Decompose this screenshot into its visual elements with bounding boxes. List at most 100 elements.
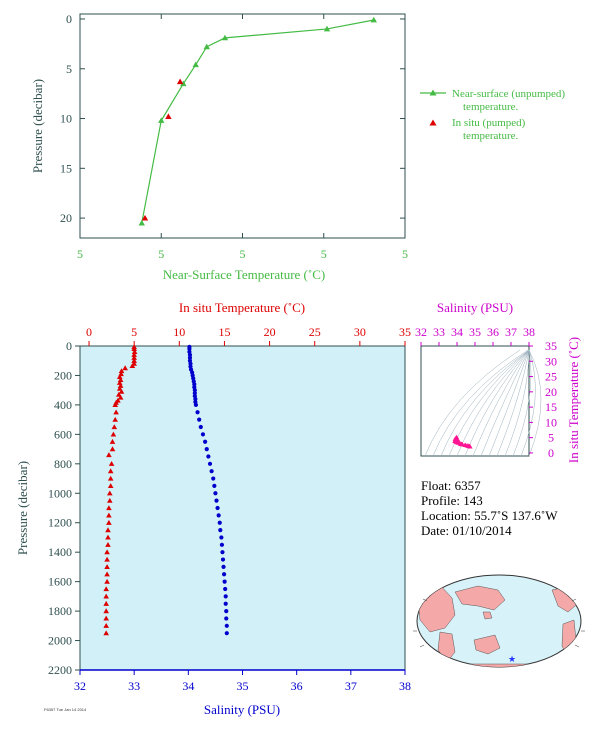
- temperature-point: [103, 608, 109, 614]
- density-contour: [472, 349, 530, 457]
- pressure-ytick-label: 800: [54, 457, 72, 471]
- unpumped-temperature-point: [180, 80, 187, 87]
- ts-point: [458, 441, 465, 447]
- file-stamp: F6357 Tue Jan 14 2014: [44, 707, 87, 712]
- temperature-point: [106, 505, 112, 511]
- temperature-xtick-label: 0: [86, 325, 92, 339]
- near-surface-ytick-label: 20: [60, 211, 72, 225]
- temperature-point: [131, 352, 137, 357]
- temperature-point: [108, 461, 115, 466]
- salinity-point: [217, 520, 222, 525]
- ts-xtick-label: 37: [505, 325, 517, 339]
- pressure-ytick-label: 200: [54, 368, 72, 382]
- ts-point: [467, 443, 473, 449]
- salinity-point: [215, 505, 220, 511]
- salinity-point: [187, 352, 193, 357]
- salinity-point: [207, 461, 213, 466]
- ts-xtick-label: 35: [469, 325, 481, 339]
- temperature-xtick-label: 10: [173, 325, 185, 339]
- salinity-point: [223, 586, 228, 592]
- temperature-xtick-label: 5: [131, 325, 137, 339]
- salinity-point: [211, 476, 216, 481]
- ts-right-ylabel: In situ Temperature (˚C): [566, 337, 581, 463]
- salinity-point: [212, 483, 217, 489]
- salinity-point: [224, 623, 229, 628]
- profile-axes: 0 5 10 15 20 25 30 35 32 33 34 35 36 37 38 0 200 400 600 80…: [48, 325, 411, 693]
- near-surface-xlabel: Near-Surface Temperature (˚C): [163, 267, 325, 282]
- density-contour: [464, 349, 530, 457]
- map-frame-ticks: [413, 598, 585, 648]
- salinity-xtick-label: 33: [128, 679, 140, 693]
- unpumped-temperature-point: [221, 34, 229, 41]
- temperature-point: [104, 578, 110, 584]
- legend-marker-unpumped: [429, 89, 437, 96]
- salinity-point: [193, 402, 199, 408]
- near-surface-ytick-label: 10: [60, 112, 72, 126]
- salinity-xtick-label: 32: [74, 679, 86, 693]
- near-surface-xtick-label: 5: [402, 247, 408, 261]
- temperature-point: [122, 365, 128, 371]
- unpumped-temperature-point: [138, 219, 145, 226]
- temperature-point: [112, 416, 119, 422]
- density-contour: [440, 349, 530, 457]
- temperature-point: [131, 349, 138, 354]
- salinity-point: [192, 391, 197, 396]
- profile-top-xlabel: In situ Temperature (˚C): [179, 300, 305, 315]
- salinity-point: [222, 579, 227, 584]
- temperature-point: [131, 354, 137, 360]
- temperature-point: [104, 564, 110, 570]
- near-surface-series: [138, 16, 377, 226]
- salinity-point: [197, 417, 202, 422]
- ts-ytick-label: 30: [545, 354, 557, 368]
- salinity-point: [214, 498, 219, 503]
- temperature-point: [106, 452, 112, 458]
- temperature-xtick-label: 35: [399, 325, 411, 339]
- temperature-xtick-label: 20: [264, 325, 276, 339]
- salinity-point: [204, 446, 209, 452]
- temperature-point: [103, 623, 109, 628]
- profile-ylabel: Pressure (decibar): [15, 461, 30, 555]
- density-contour: [488, 349, 530, 457]
- ts-ytick-label: 15: [545, 400, 557, 414]
- temperature-point: [103, 615, 109, 621]
- pumped-temperature-point: [165, 113, 172, 119]
- temperature-point: [116, 380, 123, 385]
- density-contour: [512, 349, 532, 457]
- salinity-point: [223, 601, 228, 606]
- pumped-temperature-point: [176, 78, 184, 85]
- ts-series: [452, 434, 473, 449]
- salinity-point: [218, 527, 223, 533]
- profile-panel: 0 5 10 15 20 25 30 35 32 33 34 35 36 37 38 0 200 400 600 80…: [15, 300, 411, 717]
- near-surface-xtick-label: 5: [77, 247, 83, 261]
- temperature-point: [104, 549, 110, 555]
- temperature-point: [118, 388, 125, 394]
- legend-label-pumped-line1: In situ (pumped): [452, 117, 526, 129]
- density-contour: [496, 349, 530, 457]
- ts-ytick-label: 20: [545, 385, 557, 399]
- float-location-star-icon: ★: [508, 654, 516, 664]
- temperature-point: [105, 527, 111, 533]
- salinity-point: [193, 396, 198, 402]
- temperature-point: [112, 402, 119, 408]
- density-contour: [432, 349, 529, 457]
- pressure-ytick-label: 1200: [48, 516, 72, 530]
- date: Date: 01/10/2014: [421, 523, 512, 538]
- temperature-point: [118, 368, 125, 374]
- ts-ytick-label: 35: [545, 339, 557, 353]
- salinity-point: [220, 557, 226, 562]
- temperature-point: [117, 377, 124, 382]
- unpumped-temperature-point: [192, 61, 199, 68]
- salinity-point: [192, 382, 197, 387]
- salinity-xtick-label: 34: [182, 679, 194, 693]
- unpumped-temperature-line: [141, 19, 374, 224]
- temperature-point: [106, 512, 112, 518]
- ts-ytick-label: 0: [548, 446, 554, 460]
- unpumped-temperature-point: [158, 117, 165, 123]
- legend-marker-pumped: [429, 119, 437, 126]
- near-surface-axes: 5 5 5 5 5 0 5 10 15 20: [60, 12, 408, 261]
- salinity-point: [216, 513, 221, 518]
- salinity-point: [188, 361, 193, 366]
